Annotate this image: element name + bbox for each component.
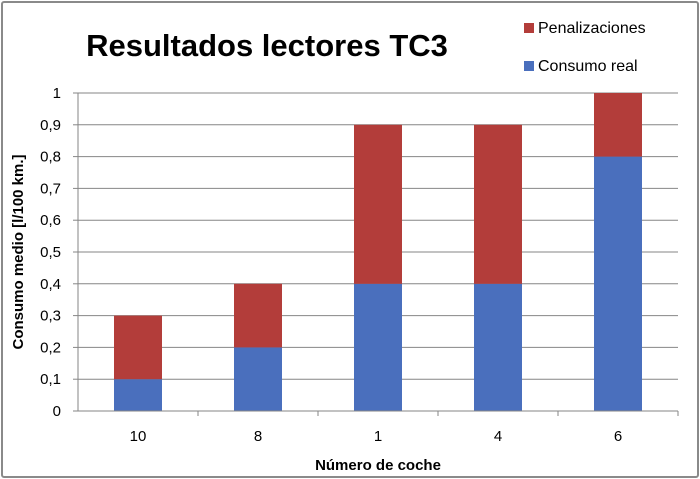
x-tick-label: 1: [374, 428, 382, 445]
bar-consumo-real: [234, 347, 282, 411]
x-tick-label: 6: [614, 428, 622, 445]
y-tick-label: 0,3: [40, 308, 61, 325]
chart-title: Resultados lectores TC3: [86, 28, 448, 63]
legend-label: Consumo real: [538, 58, 638, 75]
x-axis-label: Número de coche: [315, 457, 441, 474]
bar-consumo-real: [594, 156, 642, 411]
y-tick-label: 0,9: [40, 117, 61, 134]
legend: Penalizaciones Consumo real: [524, 20, 646, 75]
y-tick-label: 0,2: [40, 339, 61, 356]
x-tick-label: 4: [494, 428, 502, 445]
y-tick-label: 0,7: [40, 180, 61, 197]
legend-swatch: [524, 23, 534, 33]
bar-penalizaciones: [114, 315, 162, 380]
legend-swatch: [524, 61, 534, 71]
y-tick-label: 0,4: [40, 276, 61, 293]
bar-penalizaciones: [474, 124, 522, 284]
legend-label: Penalizaciones: [538, 20, 646, 37]
y-tick-label: 0: [53, 403, 61, 420]
y-tick-label: 0,8: [40, 149, 61, 166]
bar-consumo-real: [114, 379, 162, 411]
y-tick-label: 0,6: [40, 212, 61, 229]
x-tick-label: 8: [254, 428, 262, 445]
y-tick-label: 0,1: [40, 371, 61, 388]
y-tick-label: 1: [53, 85, 61, 102]
bar-penalizaciones: [594, 93, 642, 157]
bar-penalizaciones: [234, 283, 282, 348]
axes: 0 0,1 0,2 0,3 0,4 0,5 0,6 0,7 0,8 0,9 1 10 8 1 4 6: [40, 85, 679, 445]
bar-consumo-real: [474, 283, 522, 411]
x-tick-label: 10: [130, 428, 147, 445]
bars: [114, 93, 642, 411]
y-tick-label: 0,5: [40, 244, 61, 261]
bar-penalizaciones: [354, 124, 402, 284]
y-axis-label: Consumo medio [l/100 km.]: [10, 154, 27, 349]
bar-consumo-real: [354, 283, 402, 411]
